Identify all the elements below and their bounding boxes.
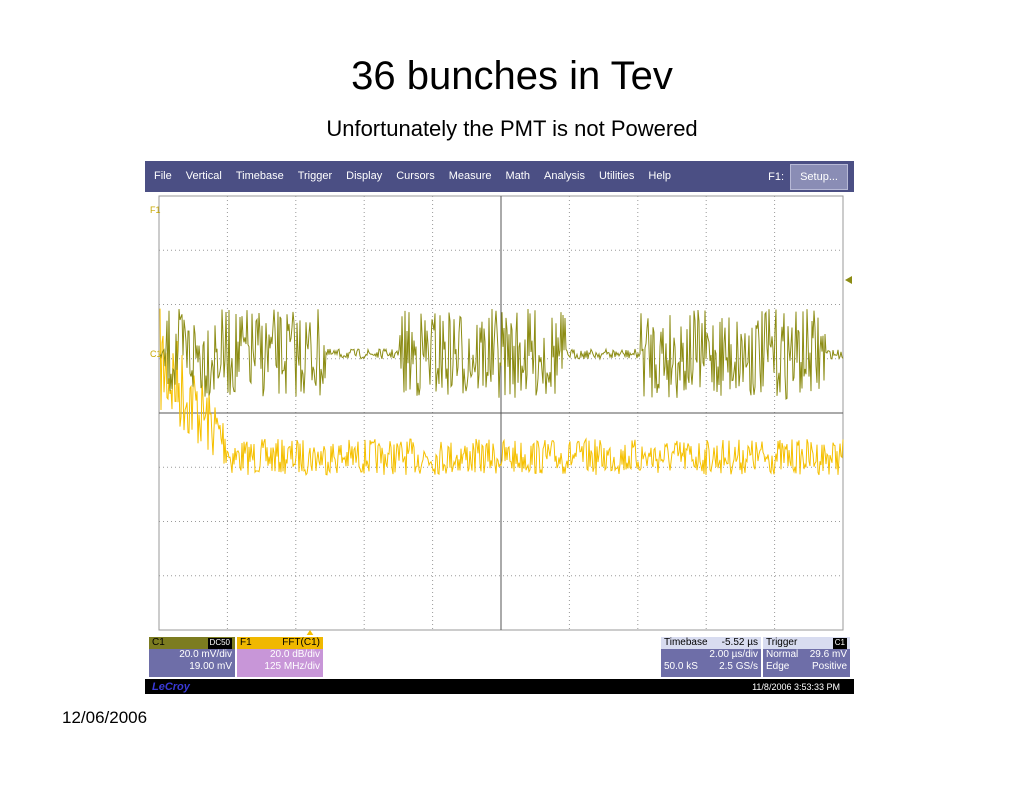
- timebase-samples: 50.0 kS: [664, 661, 698, 672]
- c1-bunch-trace: [159, 308, 844, 400]
- setup-button[interactable]: Setup...: [790, 163, 848, 190]
- trigger-channel-badge: C1: [832, 638, 847, 649]
- timebase-delay: -5.52 µs: [721, 637, 758, 648]
- scope-info-bar: C1 DC50 20.0 mV/div 19.00 mV F1 FFT(C1) …: [145, 635, 854, 679]
- f1-fft-trace: [159, 308, 844, 476]
- trigger-level-marker: [845, 276, 852, 284]
- f1-freq-div: 125 MHz/div: [264, 661, 320, 672]
- menu-item-display[interactable]: Display: [346, 170, 383, 182]
- slide-subtitle: Unfortunately the PMT is not Powered: [326, 116, 698, 141]
- f1-trace-label: F1: [150, 205, 161, 215]
- menu-item-math[interactable]: Math: [505, 170, 530, 182]
- waveform-canvas: [158, 195, 852, 635]
- menu-item-measure[interactable]: Measure: [448, 170, 492, 182]
- menu-item-cursors[interactable]: Cursors: [396, 170, 435, 182]
- timebase-rate: 2.5 GS/s: [719, 661, 758, 672]
- timebase-box[interactable]: Timebase -5.52 µs 2.00 µs/div 50.0 kS 2.…: [661, 637, 761, 677]
- timebase-label: Timebase: [664, 637, 708, 648]
- f1-math-function: FFT(C1): [282, 637, 320, 648]
- f1-math-name: F1: [240, 637, 252, 648]
- c1-offset: 19.00 mV: [189, 661, 232, 672]
- timebase-sampling-row: 50.0 kS 2.5 GS/s: [661, 661, 761, 673]
- menu-item-trigger[interactable]: Trigger: [297, 170, 333, 182]
- menu-item-timebase[interactable]: Timebase: [235, 170, 284, 182]
- timebase-header: Timebase -5.52 µs: [661, 637, 761, 649]
- c1-channel-box[interactable]: C1 DC50 20.0 mV/div 19.00 mV: [149, 637, 235, 677]
- menu-item-help[interactable]: Help: [648, 170, 672, 182]
- f1-math-header: F1 FFT(C1): [237, 637, 323, 649]
- c1-channel-header: C1 DC50: [149, 637, 235, 649]
- menu-item-analysis[interactable]: Analysis: [544, 170, 585, 182]
- c1-channel-name: C1: [152, 637, 165, 648]
- menu-item-vertical[interactable]: Vertical: [185, 170, 222, 182]
- trigger-box[interactable]: Trigger C1 Normal 29.6 mV Edge Positive: [763, 637, 850, 677]
- trigger-type: Edge: [766, 661, 790, 672]
- trigger-mode-row: Normal 29.6 mV: [763, 649, 850, 661]
- trigger-type-row: Edge Positive: [763, 661, 850, 673]
- scope-timestamp: 11/8/2006 3:53:33 PM: [752, 681, 840, 692]
- trigger-level: 29.6 mV: [809, 649, 847, 660]
- trigger-slope: Positive: [811, 661, 847, 672]
- f1-math-box[interactable]: F1 FFT(C1) 20.0 dB/div 125 MHz/div: [237, 637, 323, 677]
- menu-item-utilities[interactable]: Utilities: [598, 170, 635, 182]
- scope-menubar: File Vertical Timebase Trigger Display Cursor…: [145, 161, 854, 192]
- trigger-header: Trigger C1: [763, 637, 850, 649]
- trigger-mode: Normal: [766, 649, 799, 660]
- f1-shortcut-label: F1:: [768, 170, 785, 183]
- scope-status-bar: LeCroy 11/8/2006 3:53:33 PM: [145, 679, 854, 694]
- timebase-time-div: 2.00 µs/div: [709, 649, 758, 660]
- oscilloscope-screenshot: File Vertical Timebase Trigger Display Cursor…: [145, 161, 854, 694]
- c1-coupling-badge: DC50: [207, 638, 232, 649]
- slide-date: 12/06/2006: [62, 708, 148, 727]
- lecroy-logo: LeCroy: [152, 680, 190, 693]
- c1-trace-label: C1: [150, 349, 162, 359]
- c1-volts-div: 20.0 mV/div: [179, 649, 232, 660]
- waveform-grid[interactable]: F1 C1: [145, 192, 854, 793]
- slide-title: 36 bunches in Tev: [351, 54, 673, 98]
- trigger-position-marker: [306, 630, 314, 635]
- trigger-label: Trigger: [766, 637, 798, 648]
- f1-scale: 20.0 dB/div: [269, 649, 320, 660]
- menu-item-file[interactable]: File: [154, 170, 172, 182]
